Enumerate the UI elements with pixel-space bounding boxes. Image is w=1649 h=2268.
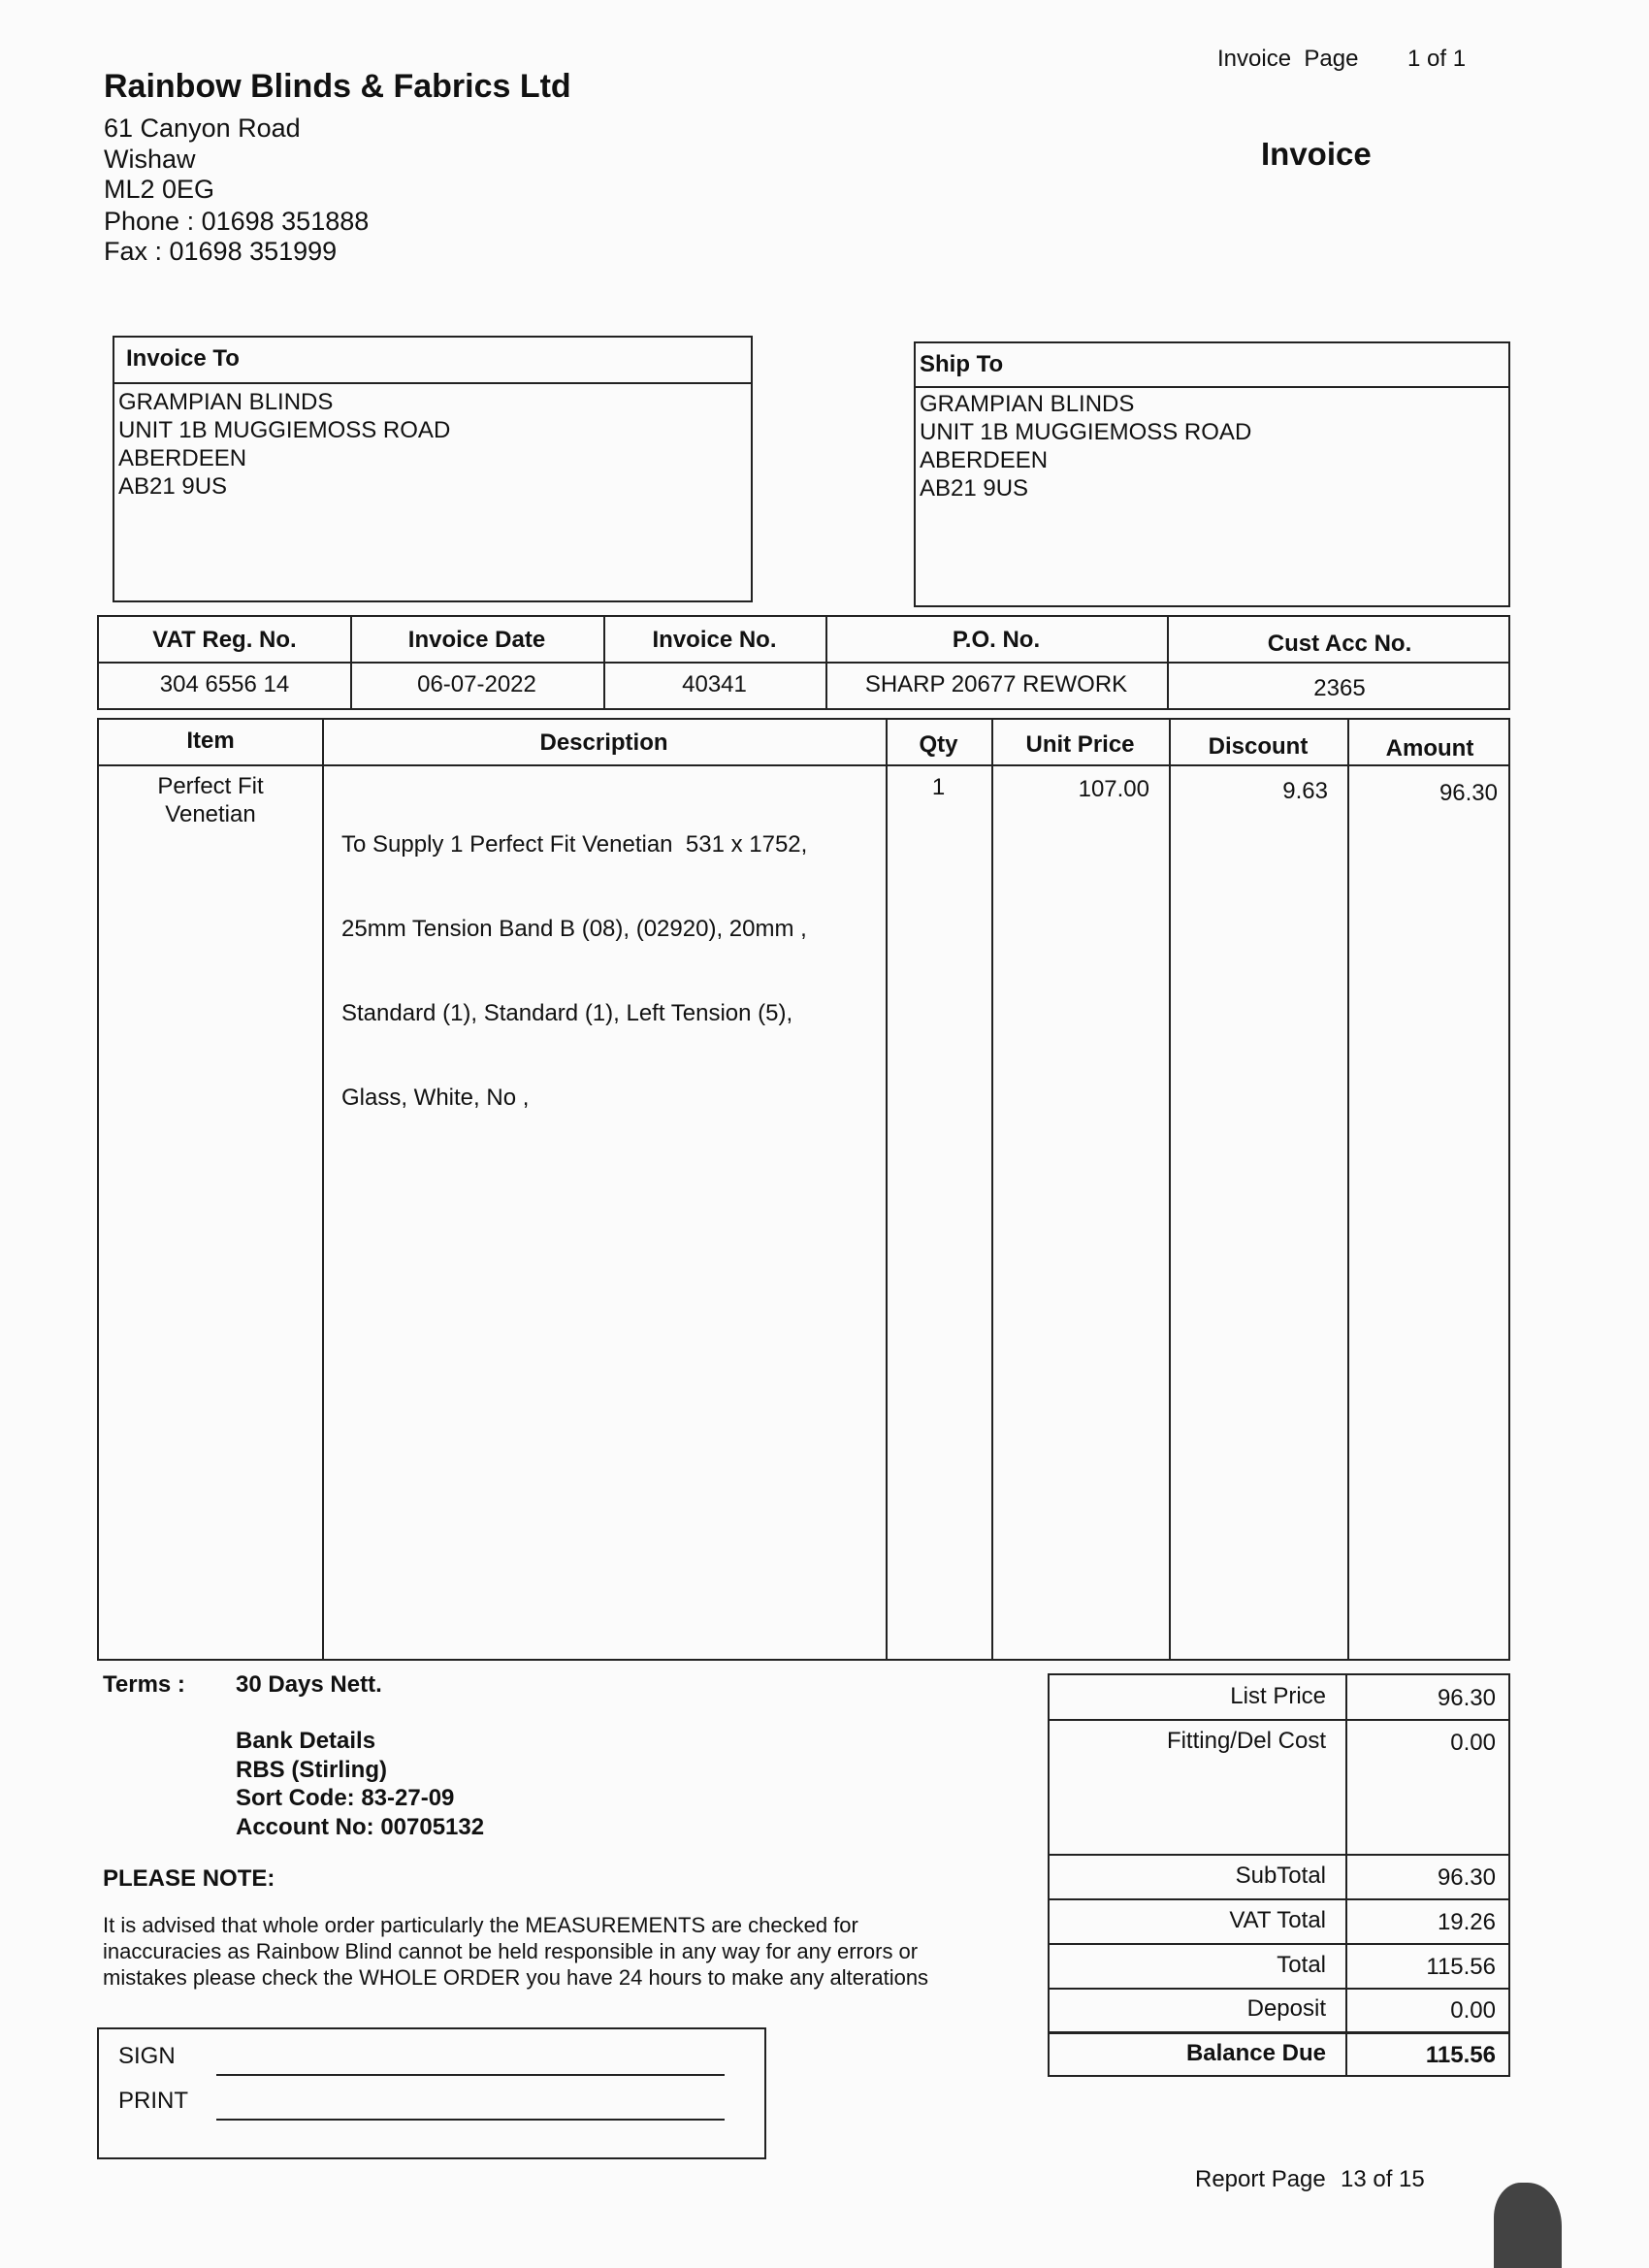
address-line: AB21 9US [920, 475, 1029, 502]
discount-cell: 9.63 [1282, 778, 1328, 804]
list-price-label: List Price [1230, 1683, 1326, 1709]
invoice-info-table: VAT Reg. No. Invoice Date Invoice No. P.… [97, 615, 1510, 710]
invoice-date-header: Invoice Date [407, 627, 546, 653]
doc-title: Invoice [1261, 136, 1372, 172]
note-line: mistakes please check the WHOLE ORDER yo… [103, 1965, 929, 1990]
subtotal-label: SubTotal [1235, 1863, 1326, 1889]
note-line: inaccuracies as Rainbow Blind cannot be … [103, 1939, 919, 1963]
discount-header: Discount [1208, 733, 1309, 760]
item-line: Perfect Fit [157, 773, 264, 799]
sign-box: SIGN PRINT [97, 2027, 766, 2159]
totals-box: List Price 96.30 Fitting/Del Cost 0.00 S… [1048, 1673, 1510, 2077]
address-line: Wishaw [104, 145, 196, 174]
description-line: To Supply 1 Perfect Fit Venetian 531 x 1… [341, 831, 808, 858]
item-header: Item [186, 728, 235, 754]
vat-reg-value: 304 6556 14 [159, 671, 290, 697]
description-cell: To Supply 1 Perfect Fit Venetian 531 x 1… [341, 774, 807, 1168]
please-note-text: It is advised that whole order particula… [103, 1912, 928, 1991]
bank-line: RBS (Stirling) [236, 1756, 387, 1783]
print-label: PRINT [118, 2088, 188, 2114]
address-line: AB21 9US [118, 473, 228, 500]
items-table: Item Description Qty Unit Price Discount… [97, 718, 1510, 1661]
unit-price-header: Unit Price [1025, 731, 1135, 758]
sign-line-field[interactable] [216, 2074, 725, 2076]
description-line: Standard (1), Standard (1), Left Tension… [341, 1000, 793, 1026]
note-line: It is advised that whole order particula… [103, 1913, 858, 1937]
address-line: GRAMPIAN BLINDS [118, 389, 334, 415]
address-line: GRAMPIAN BLINDS [920, 391, 1135, 417]
ship-to-title: Ship To [920, 351, 1004, 377]
company-name: Rainbow Blinds & Fabrics Ltd [104, 68, 571, 105]
vat-total-value: 19.26 [1437, 1909, 1496, 1935]
ship-to-address: GRAMPIAN BLINDS UNIT 1B MUGGIEMOSS ROAD … [920, 390, 1251, 502]
cust-acc-header: Cust Acc No. [1267, 631, 1412, 657]
invoice-no-header: Invoice No. [652, 627, 777, 653]
subtotal-value: 96.30 [1437, 1864, 1496, 1891]
qty-cell: 1 [931, 774, 946, 800]
address-line: ABERDEEN [118, 445, 247, 471]
bank-details: Bank Details RBS (Stirling) Sort Code: 8… [236, 1727, 484, 1841]
invoice-to-box: Invoice To GRAMPIAN BLINDS UNIT 1B MUGGI… [113, 336, 753, 602]
address-line: UNIT 1B MUGGIEMOSS ROAD [920, 419, 1252, 445]
invoice-no-value: 40341 [682, 671, 747, 697]
bank-line: Account No: 00705132 [236, 1813, 485, 1840]
deposit-label: Deposit [1246, 1995, 1326, 2022]
vat-reg-header: VAT Reg. No. [152, 627, 297, 653]
invoice-to-title: Invoice To [126, 345, 240, 372]
invoice-date-value: 06-07-2022 [417, 671, 536, 697]
terms-label: Terms : [103, 1671, 185, 1698]
ink-smudge [1494, 2183, 1562, 2268]
amount-cell: 96.30 [1439, 780, 1498, 806]
balance-due-label: Balance Due [1185, 2040, 1326, 2066]
fitting-del-label: Fitting/Del Cost [1166, 1728, 1326, 1754]
total-label: Total [1277, 1952, 1326, 1978]
ship-to-box: Ship To GRAMPIAN BLINDS UNIT 1B MUGGIEMO… [914, 341, 1510, 607]
report-page-label: Report Page [1195, 2166, 1326, 2192]
po-no-header: P.O. No. [952, 627, 1041, 653]
fitting-del-value: 0.00 [1450, 1730, 1496, 1756]
item-line: Venetian [165, 801, 256, 827]
please-note-title: PLEASE NOTE: [103, 1865, 275, 1892]
list-price-value: 96.30 [1437, 1685, 1496, 1711]
item-cell: Perfect Fit Venetian [99, 772, 322, 828]
invoice-page-label: Invoice Page [1217, 46, 1359, 72]
print-line-field[interactable] [216, 2119, 725, 2121]
bank-line: Sort Code: 83-27-09 [236, 1785, 455, 1811]
balance-due-value: 115.56 [1425, 2042, 1496, 2068]
address-line: ABERDEEN [920, 447, 1049, 473]
description-line: Glass, White, No , [341, 1085, 530, 1111]
total-value: 115.56 [1426, 1954, 1496, 1980]
unit-price-cell: 107.00 [1078, 776, 1149, 802]
description-line: 25mm Tension Band B (08), (02920), 20mm … [341, 916, 807, 942]
invoice-page-value: 1 of 1 [1407, 46, 1467, 72]
vat-total-label: VAT Total [1229, 1907, 1326, 1933]
terms-value: 30 Days Nett. [236, 1671, 382, 1698]
cust-acc-value: 2365 [1313, 675, 1366, 701]
deposit-value: 0.00 [1450, 1997, 1496, 2024]
sign-label: SIGN [118, 2043, 176, 2069]
phone: Phone : 01698 351888 [104, 207, 370, 236]
address-line: ML2 0EG [104, 175, 215, 204]
qty-header: Qty [919, 731, 958, 758]
po-no-value: SHARP 20677 REWORK [864, 671, 1128, 697]
description-header: Description [539, 729, 668, 756]
amount-header: Amount [1385, 735, 1474, 761]
report-page-value: 13 of 15 [1341, 2166, 1425, 2192]
address-line: UNIT 1B MUGGIEMOSS ROAD [118, 417, 451, 443]
invoice-to-address: GRAMPIAN BLINDS UNIT 1B MUGGIEMOSS ROAD … [118, 388, 450, 501]
fax: Fax : 01698 351999 [104, 237, 338, 266]
address-line: 61 Canyon Road [104, 113, 301, 143]
bank-line: Bank Details [236, 1728, 376, 1754]
